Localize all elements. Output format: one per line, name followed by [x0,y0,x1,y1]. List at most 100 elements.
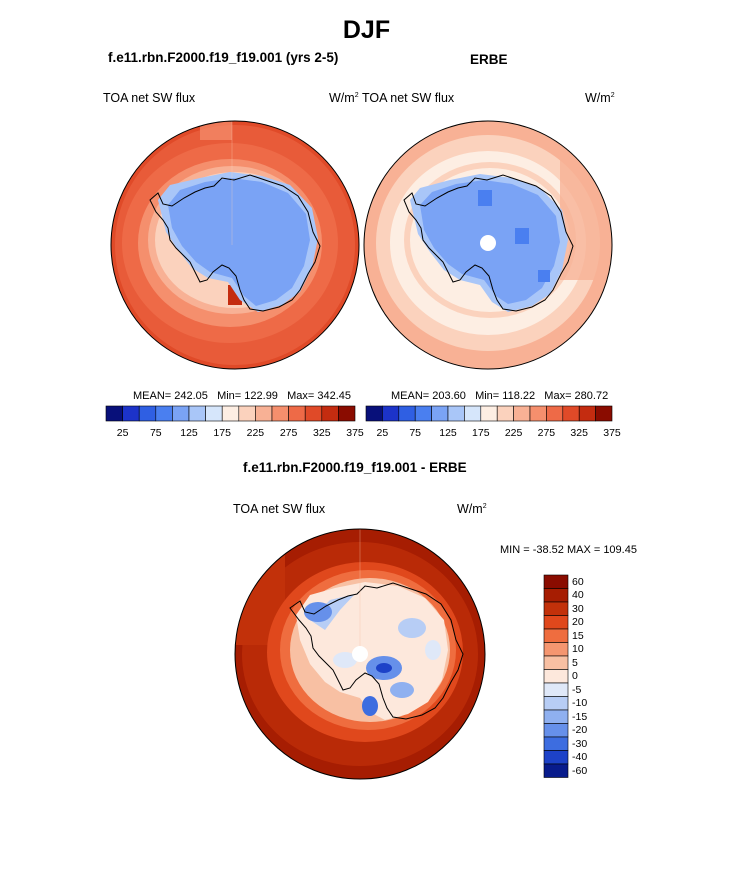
model-colorbar-tick-label: 25 [116,427,129,439]
model-colorbar-swatch [122,405,140,422]
model-colorbar-swatch [205,405,223,422]
obs-map [363,120,613,370]
diff-colorbar-tick-label: 60 [572,575,584,588]
model-colorbar-swatch [338,405,356,422]
model-colorbar-swatch [138,405,157,422]
obs-colorbar-swatch [464,405,482,422]
obs-colorbar-swatch [529,405,547,422]
diff-colorbar-tick-label: -30 [572,737,588,750]
obs-colorbar-swatch [513,405,531,422]
diff-colorbar-tick-label: 20 [572,616,584,628]
diff-colorbar-swatch [543,682,569,697]
obs-colorbar-swatch [414,405,432,422]
obs-colorbar-tick-label: 225 [504,427,523,439]
obs-panel-title: ERBE [470,52,508,67]
model-colorbar-swatch [238,405,256,422]
diff-colorbar-tick-label: 30 [572,602,584,615]
obs-colorbar-tick-label: 175 [472,427,490,439]
obs-colorbar-swatch [562,405,580,422]
model-min: Min= 122.99 [217,390,278,402]
model-colorbar-swatch [271,405,289,422]
obs-colorbar-tick-label: 25 [376,427,389,439]
model-colorbar-swatch [255,405,273,422]
obs-colorbar-swatch [431,405,449,422]
model-units-label: W/m2 [329,91,359,105]
diff-colorbar-tick-label: -60 [572,764,588,777]
diff-colorbar-swatch [543,709,569,724]
diff-colorbar-swatch [543,588,569,603]
diff-colorbar-tick-label: -40 [572,751,588,763]
diff-variable-label: TOA net SW flux [233,502,326,516]
model-variable-label: TOA net SW flux [103,91,196,105]
obs-colorbar-tick-label: 325 [570,427,588,439]
obs-colorbar-swatch [546,405,564,422]
model-colorbar-swatch [221,405,240,422]
diff-colorbar-tick-label: 10 [572,643,584,655]
page-title: DJF [342,16,391,44]
diff-colorbar-swatch [543,696,569,711]
model-colorbar-swatch [288,405,306,422]
diff-colorbar-tick-label: 40 [572,589,584,601]
diff-colorbar-tick-label: -5 [572,683,582,696]
model-colorbar-tick-label: 325 [313,427,331,439]
model-colorbar-tick-label: 375 [346,427,364,439]
obs-mean: MEAN= 203.60 [391,390,466,402]
obs-colorbar-swatch [496,405,514,422]
obs-colorbar-swatch [398,405,416,422]
obs-colorbar-tick-label: 275 [537,427,556,439]
diff-colorbar-swatch [543,750,569,765]
obs-units-label: W/m2 [585,91,615,105]
obs-colorbar-swatch [365,405,383,422]
model-colorbar-tick-label: 75 [149,427,162,439]
diff-colorbar-swatch [543,615,569,630]
diff-colorbar-swatch [543,628,569,643]
obs-colorbar-tick-label: 125 [439,427,457,439]
diff-minmax: MIN = -38.52 MAX = 109.45 [500,544,637,556]
diff-units-label: W/m2 [457,502,487,516]
obs-colorbar-swatch [578,405,596,422]
model-panel-title: f.e11.rbn.F2000.f19_f19.001 (yrs 2-5) [108,50,339,65]
diff-colorbar-tick-label: 5 [572,656,578,669]
diff-colorbar-swatch [543,642,569,657]
obs-colorbar-swatch [480,405,498,422]
obs-colorbar-swatch [382,405,400,422]
diff-colorbar-swatch [543,723,569,738]
model-colorbar-swatch [321,405,339,422]
obs-colorbar-swatch [595,405,613,422]
model-mean: MEAN= 242.05 [133,390,208,402]
diff-colorbar-tick-label: 0 [572,670,578,682]
diff-colorbar-tick-label: -15 [572,710,588,723]
model-colorbar-tick-label: 225 [246,427,265,439]
diff-colorbar-swatch [543,736,569,751]
obs-colorbar-tick-label: 75 [409,427,422,439]
model-colorbar-swatch [172,405,190,422]
diff-colorbar-swatch [543,601,569,616]
model-colorbar-tick-label: 275 [279,427,298,439]
diff-colorbar-swatch [543,763,569,778]
diff-panel-title: f.e11.rbn.F2000.f19_f19.001 - ERBE [243,460,467,475]
model-max: Max= 342.45 [287,390,352,402]
obs-colorbar-tick-label: 375 [603,427,621,439]
obs-variable-label: TOA net SW flux [362,91,455,105]
obs-min: Min= 118.22 [475,390,536,402]
model-colorbar-swatch [304,405,323,422]
model-colorbar-tick-label: 125 [180,427,198,439]
obs-colorbar-swatch [447,405,465,422]
diff-colorbar-tick-label: 15 [572,629,584,642]
diff-colorbar [543,574,569,778]
model-colorbar-tick-label: 175 [213,427,231,439]
model-map [110,120,360,370]
model-colorbar [105,405,356,422]
obs-max: Max= 280.72 [544,390,609,402]
model-colorbar-swatch [105,405,123,422]
model-colorbar-swatch [188,405,206,422]
diff-colorbar-tick-label: -10 [572,697,588,709]
diff-map [234,528,486,780]
diff-colorbar-tick-label: -20 [572,724,588,736]
model-stats: MEAN= 242.05 Min= 122.99 Max= 342.45 [133,390,351,402]
obs-stats: MEAN= 203.60 Min= 118.22 Max= 280.72 [391,390,608,402]
diff-colorbar-swatch [543,574,569,589]
diff-colorbar-swatch [543,669,569,684]
model-colorbar-swatch [155,405,173,422]
